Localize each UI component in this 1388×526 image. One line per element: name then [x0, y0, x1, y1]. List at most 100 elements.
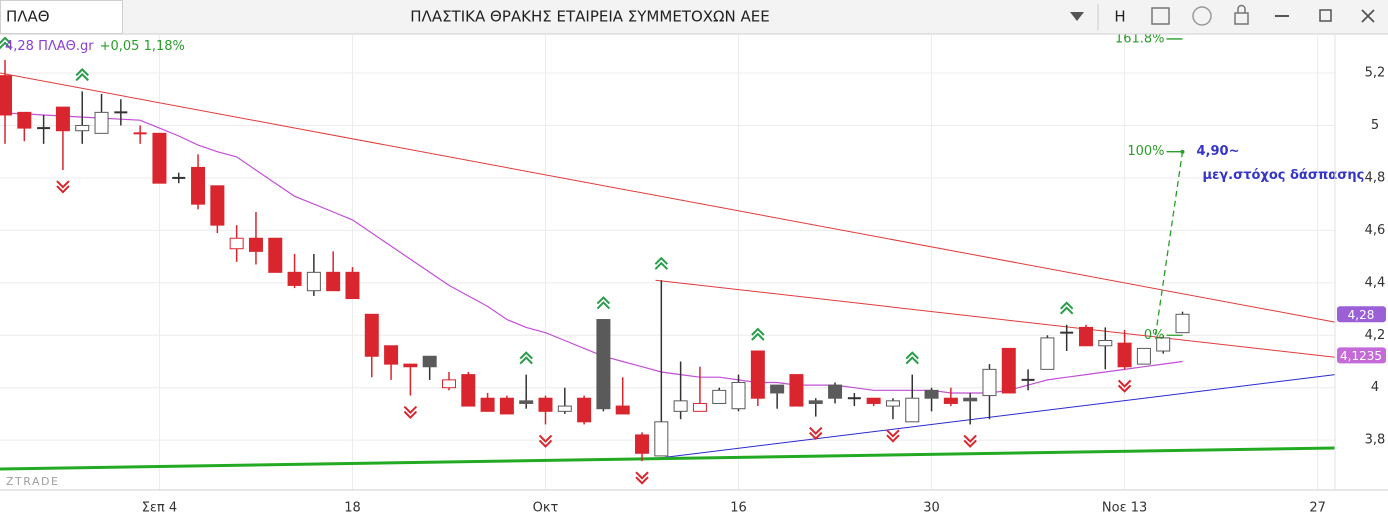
candle-body	[519, 400, 534, 404]
dropdown-icon[interactable]	[1070, 12, 1084, 21]
plot-area: 0% 100% 161.8% 4,90~ μεγ.στόχος δάσπασης	[0, 31, 1364, 490]
watermark: ZTRADE	[6, 475, 59, 488]
up-arrow	[654, 256, 669, 270]
candle-body	[384, 345, 399, 365]
candle-body	[924, 389, 939, 399]
candle-body	[1040, 337, 1055, 370]
candle-body	[789, 374, 804, 407]
trend-line	[0, 72, 1336, 323]
candle-body	[268, 237, 283, 273]
candle-body	[712, 389, 727, 404]
target-label: 4,90~	[1197, 144, 1240, 159]
symbol-box[interactable]	[0, 0, 123, 34]
candle-body	[1098, 340, 1113, 347]
candle-body	[345, 271, 360, 300]
candle-body	[403, 363, 418, 368]
x-tick-label: Νοε 13	[1102, 501, 1147, 516]
candle-body	[55, 106, 70, 132]
close-icon[interactable]	[1361, 9, 1375, 23]
y-tick-label: 4,6	[1365, 223, 1386, 238]
candle-body	[229, 237, 244, 250]
up-arrow	[0, 36, 12, 50]
x-tick-label: 30	[923, 501, 940, 516]
candle-body	[480, 397, 495, 412]
candle-body	[615, 405, 630, 415]
candle-body	[808, 400, 823, 404]
candle-body	[692, 402, 707, 412]
comment-icon[interactable]	[1192, 6, 1212, 26]
price-tag	[1337, 347, 1386, 364]
candle-body	[1175, 313, 1190, 334]
info-change: +0,05 1,18%	[100, 39, 185, 54]
down-arrow	[635, 471, 649, 485]
x-tick-label: 18	[344, 501, 361, 516]
candle-body	[248, 237, 263, 252]
candle-body	[963, 397, 978, 402]
company-title: ΠΛΑΣΤΙΚΑ ΘΡΑΚΗΣ ΕΤΑΙΡΕΙΑ ΣΥΜΜΕΤΟΧΩΝ ΑΕΕ	[410, 8, 769, 26]
y-tick-label: 4	[1371, 380, 1379, 395]
candle-body	[866, 397, 881, 404]
trend-line	[655, 374, 1336, 460]
up-arrow	[75, 67, 89, 82]
candle-body	[287, 271, 302, 286]
down-arrow	[403, 405, 418, 420]
fib-point	[1180, 149, 1185, 154]
candle-body	[94, 111, 109, 134]
lock-shackle	[1237, 4, 1246, 13]
candle-body	[441, 379, 456, 389]
fib-projection	[1154, 151, 1184, 336]
up-arrow	[519, 351, 533, 365]
info-line: 4,28 ΠΛΑΘ.gr +0,05 1,18%	[5, 39, 185, 54]
candle-body	[1136, 347, 1151, 365]
candle-body	[673, 400, 688, 412]
x-tick-label: 27	[1309, 501, 1326, 516]
y-tick-label: 3,8	[1365, 433, 1386, 448]
candle-body	[596, 319, 611, 410]
candle-body	[770, 384, 785, 394]
fib-label: 0%	[1144, 328, 1165, 343]
candle-body	[828, 384, 843, 399]
candle-body	[326, 271, 341, 292]
price-tag-label: 4,28	[1348, 308, 1375, 322]
down-arrow	[809, 426, 823, 440]
price-tag	[1337, 306, 1386, 323]
minimize-icon[interactable]	[1275, 15, 1289, 17]
down-arrow	[56, 180, 70, 194]
candle-body	[1117, 342, 1132, 368]
candle-body	[152, 132, 167, 184]
candle-body	[17, 111, 32, 129]
mode-button[interactable]: H	[1114, 8, 1125, 26]
up-arrow	[905, 351, 919, 365]
panel-icon[interactable]	[1151, 7, 1170, 25]
down-arrow	[1117, 379, 1132, 393]
x-tick-label: 16	[730, 501, 747, 516]
candle-body	[1156, 337, 1171, 352]
candle-body	[577, 397, 592, 423]
y-tick-label: 4,4	[1365, 275, 1386, 290]
candle-body	[635, 434, 650, 454]
candle-body	[905, 397, 920, 423]
y-tick-label: 5,2	[1365, 66, 1386, 81]
trend-line	[0, 446, 1336, 471]
restore-icon[interactable]	[1319, 9, 1332, 22]
candle-body	[750, 350, 765, 399]
candle-body	[654, 421, 669, 457]
candle-body	[982, 368, 997, 397]
candle-body	[499, 397, 514, 415]
info-price: 4,28 ΠΛΑΘ.gr	[5, 39, 94, 54]
candle-body	[943, 397, 958, 404]
lock-icon[interactable]	[1234, 12, 1249, 25]
y-tick-label: 4,2	[1365, 328, 1386, 343]
x-tick-label: Οκτ	[533, 501, 559, 516]
target-note: μεγ.στόχος δάσπασης	[1203, 168, 1365, 183]
candle-body	[210, 185, 225, 226]
candle-body	[364, 313, 379, 357]
price-tag-label: 4,1235	[1340, 349, 1382, 363]
fib-label: 100%	[1127, 144, 1164, 159]
trend-line	[655, 279, 1336, 358]
fib-label: 161.8%	[1115, 31, 1165, 46]
up-arrow	[596, 296, 611, 310]
down-arrow	[886, 429, 900, 443]
candle-body	[1078, 326, 1093, 347]
